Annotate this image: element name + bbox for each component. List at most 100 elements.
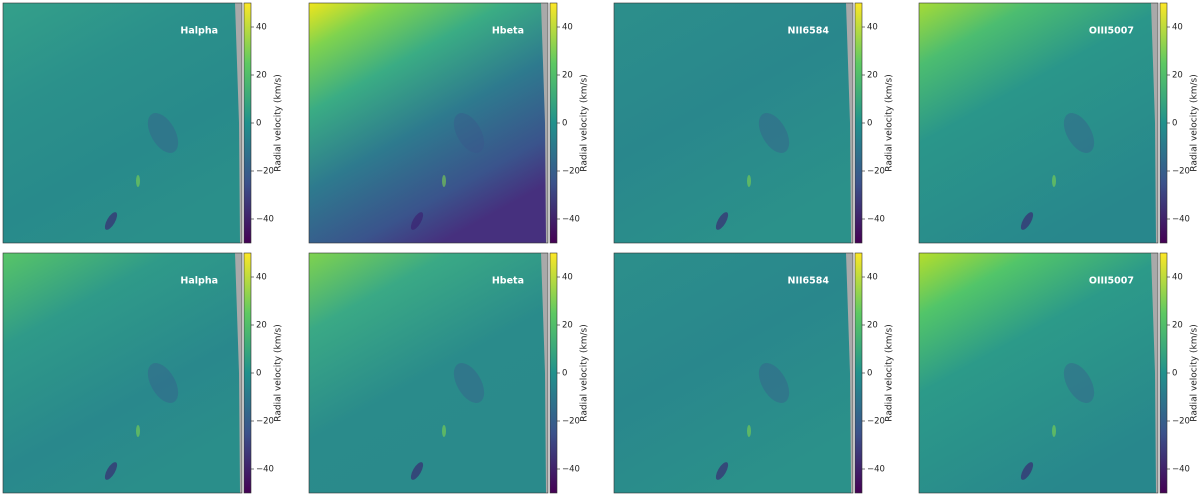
colorbar-label: Radial velocity (km/s): [1190, 324, 1200, 421]
panel: OIII5007 −40 −20 0 20 40 Radial velocity (km/s…: [918, 2, 1200, 244]
map-feature: [104, 462, 118, 480]
map-frame: [613, 2, 854, 244]
panel-title: Halpha: [180, 276, 218, 287]
colorbar-tick-label: 40: [867, 23, 878, 33]
colorbar-tick-label: 40: [562, 273, 573, 283]
colorbar-tick-label: 40: [867, 273, 878, 283]
colorbar-tick-label: 40: [562, 23, 573, 33]
panel: Halpha −40 −20 0 20 40 Radial velocity (km/s): [2, 252, 284, 494]
masked-region: [235, 3, 242, 243]
map-feature: [1020, 462, 1034, 480]
velocity-map: [309, 253, 548, 493]
colorbar: [550, 3, 557, 243]
map-feature: [1052, 425, 1056, 437]
map-feature: [758, 363, 790, 403]
map-feature: [715, 462, 729, 480]
velocity-map: [614, 3, 853, 243]
colorbar-label: Radial velocity (km/s): [274, 74, 284, 171]
masked-region: [846, 253, 853, 493]
velocity-map: [309, 3, 548, 243]
colorbar: [855, 3, 862, 243]
panel: Hbeta −40 −20 0 20 40 Radial velocity (km/s): [308, 2, 590, 244]
panel-title: NII6584: [788, 26, 830, 37]
masked-region: [541, 253, 548, 493]
colorbar-label: Radial velocity (km/s): [1190, 74, 1200, 171]
colorbar-tick-label: −40: [867, 465, 885, 475]
panel: OIII5007 −40 −20 0 20 40 Radial velocity (km/s…: [918, 252, 1200, 494]
colorbar-tick-label: −40: [1172, 465, 1190, 475]
colorbar: [550, 253, 557, 493]
panel: Hbeta −40 −20 0 20 40 Radial velocity (km/s): [308, 252, 590, 494]
colorbar-tick-label: 0: [1172, 119, 1177, 129]
velocity-map: [614, 253, 853, 493]
map-feature: [453, 363, 485, 403]
colorbar-tick-label: 20: [562, 71, 573, 81]
colorbar-tick-label: 40: [1172, 273, 1183, 283]
map-frame: [308, 252, 549, 494]
map-feature: [136, 425, 140, 437]
panel-title: Halpha: [180, 26, 218, 37]
map-frame: [2, 2, 243, 244]
velocity-map: [919, 3, 1158, 243]
colorbar-tick-label: 20: [256, 71, 267, 81]
colorbar-tick-label: −20: [256, 417, 274, 427]
colorbar-tick-label: −40: [867, 215, 885, 225]
map-feature: [1020, 212, 1034, 230]
panel: Halpha −40 −20 0 20 40 Radial velocity (km/s): [2, 2, 284, 244]
panel-title: NII6584: [788, 276, 830, 287]
colorbar-label: Radial velocity (km/s): [885, 324, 895, 421]
colorbar-tick-label: 20: [256, 321, 267, 331]
map-feature: [1063, 113, 1095, 153]
colorbar: [1160, 253, 1167, 493]
map-feature: [104, 212, 118, 230]
colorbar-tick-label: 0: [562, 369, 567, 379]
colorbar-tick-label: −20: [562, 167, 580, 177]
masked-region: [1151, 253, 1158, 493]
colorbar-tick-label: 20: [562, 321, 573, 331]
colorbar-label: Radial velocity (km/s): [580, 74, 590, 171]
colorbar-tick-label: 0: [867, 369, 872, 379]
map-feature: [410, 462, 424, 480]
colorbar-tick-label: 40: [256, 273, 267, 283]
colorbar-tick-label: −40: [562, 465, 580, 475]
colorbar-label: Radial velocity (km/s): [885, 74, 895, 171]
panel: NII6584 −40 −20 0 20 40 Radial velocity (km/s): [613, 2, 895, 244]
colorbar-tick-label: 20: [1172, 321, 1183, 331]
map-feature: [136, 175, 140, 187]
panel-title: Hbeta: [492, 276, 524, 287]
map-feature: [410, 212, 424, 230]
map-feature: [442, 175, 446, 187]
panel-title: Hbeta: [492, 26, 524, 37]
colorbar-tick-label: 0: [256, 119, 261, 129]
colorbar: [244, 253, 251, 493]
colorbar-tick-label: 0: [867, 119, 872, 129]
colorbar-tick-label: 0: [562, 119, 567, 129]
map-frame: [308, 2, 549, 244]
map-frame: [918, 2, 1159, 244]
colorbar-tick-label: −40: [1172, 215, 1190, 225]
colorbar: [855, 253, 862, 493]
colorbar-tick-label: −20: [256, 167, 274, 177]
masked-region: [846, 3, 853, 243]
map-feature: [758, 113, 790, 153]
map-feature: [1063, 363, 1095, 403]
colorbar-tick-label: −20: [1172, 167, 1190, 177]
map-feature: [715, 212, 729, 230]
map-feature: [147, 363, 179, 403]
colorbar-label: Radial velocity (km/s): [580, 324, 590, 421]
colorbar-tick-label: −20: [867, 417, 885, 427]
colorbar-tick-label: 20: [867, 71, 878, 81]
colorbar: [244, 3, 251, 243]
colorbar-tick-label: 40: [1172, 23, 1183, 33]
colorbar-tick-label: −40: [562, 215, 580, 225]
map-feature: [1052, 175, 1056, 187]
map-feature: [453, 113, 485, 153]
colorbar-tick-label: 0: [256, 369, 261, 379]
colorbar-tick-label: −20: [867, 167, 885, 177]
map-feature: [747, 425, 751, 437]
map-feature: [147, 113, 179, 153]
map-feature: [442, 425, 446, 437]
colorbar-tick-label: −20: [1172, 417, 1190, 427]
colorbar: [1160, 3, 1167, 243]
